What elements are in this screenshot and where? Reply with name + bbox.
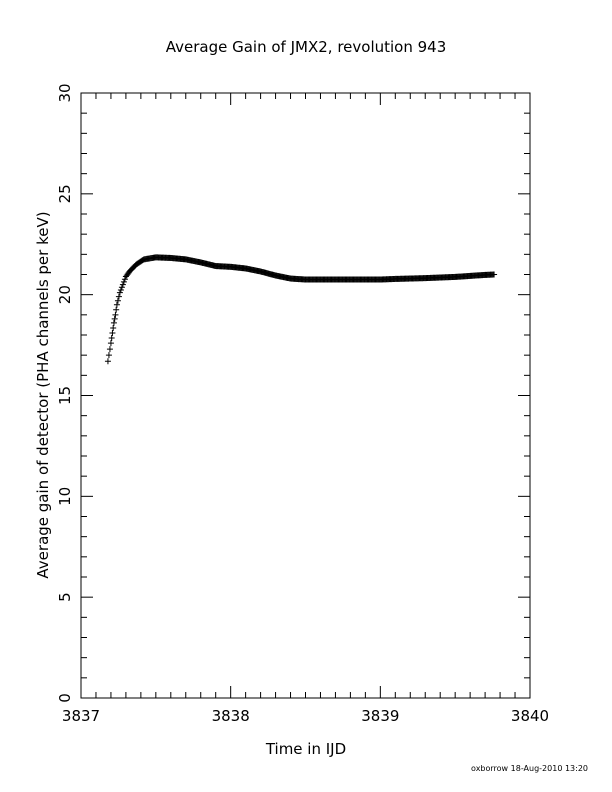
x-tick-label: 3837 — [62, 707, 100, 725]
y-tick-label: 20 — [56, 285, 74, 304]
data-point — [113, 301, 120, 308]
data-point — [106, 346, 113, 353]
data-point — [110, 324, 117, 331]
x-tick-label: 3839 — [361, 707, 399, 725]
data-point — [121, 276, 128, 283]
data-point — [113, 306, 120, 313]
data-point — [116, 289, 123, 296]
data-point — [109, 329, 116, 336]
data-point — [491, 271, 498, 278]
chart-title: Average Gain of JMX2, revolution 943 — [166, 38, 447, 56]
data-point — [111, 315, 118, 322]
y-tick-label: 10 — [56, 487, 74, 506]
axis-ticks: 3837 3838 3839 3840 0 5 10 15 20 25 30 — [56, 83, 549, 725]
y-axis-label: Average gain of detector (PHA channels p… — [34, 211, 52, 578]
x-tick-label: 3838 — [212, 707, 250, 725]
data-point — [105, 352, 112, 359]
data-point — [118, 284, 125, 291]
y-tick-label: 0 — [56, 693, 74, 703]
data-point — [114, 297, 121, 304]
x-tick-label: 3840 — [511, 707, 549, 725]
footer-stamp: oxborrow 18-Aug-2010 13:20 — [471, 764, 588, 773]
data-point — [117, 286, 124, 293]
data-point — [119, 281, 126, 288]
x-axis-label: Time in IJD — [265, 740, 346, 758]
data-point — [104, 358, 111, 365]
data-point — [110, 319, 117, 326]
data-point — [115, 293, 122, 300]
data-point — [108, 335, 115, 342]
y-tick-label: 5 — [56, 592, 74, 602]
y-tick-label: 15 — [56, 386, 74, 405]
plot-frame — [80, 92, 531, 699]
y-tick-label: 30 — [56, 83, 74, 102]
y-tick-label: 25 — [56, 184, 74, 203]
data-point — [107, 340, 114, 347]
data-point — [120, 278, 127, 285]
data-points — [104, 254, 498, 365]
data-point — [112, 311, 119, 318]
